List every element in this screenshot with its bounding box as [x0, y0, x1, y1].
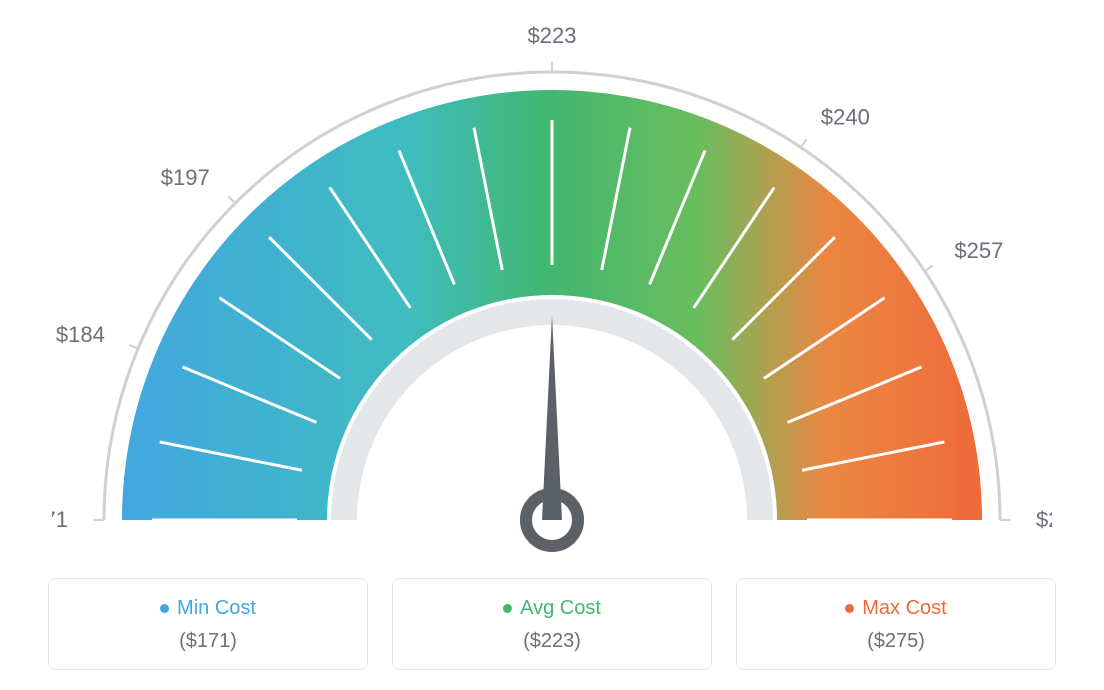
legend-value-avg: ($223): [393, 630, 711, 653]
legend-text-avg: Avg Cost: [520, 597, 601, 620]
legend-card-min: Min Cost ($171): [48, 578, 368, 670]
svg-text:$223: $223: [528, 23, 577, 48]
legend-row: Min Cost ($171) Avg Cost ($223) Max Cost…: [48, 578, 1056, 670]
svg-text:$257: $257: [954, 238, 1003, 263]
legend-dot-avg: [503, 604, 512, 613]
legend-dot-max: [845, 604, 854, 613]
svg-text:$275: $275: [1036, 507, 1052, 532]
legend-text-max: Max Cost: [862, 597, 946, 620]
legend-value-max: ($275): [737, 630, 1055, 653]
cost-gauge: $171 $184 $197 $223 $240 $257 $275: [52, 20, 1052, 560]
svg-text:$240: $240: [821, 105, 870, 130]
legend-label-min: Min Cost: [160, 597, 256, 620]
gauge-svg: $171 $184 $197 $223 $240 $257 $275: [52, 20, 1052, 560]
legend-card-max: Max Cost ($275): [736, 578, 1056, 670]
svg-text:$171: $171: [52, 507, 68, 532]
legend-value-min: ($171): [49, 630, 367, 653]
svg-text:$197: $197: [161, 165, 210, 190]
legend-card-avg: Avg Cost ($223): [392, 578, 712, 670]
svg-text:$184: $184: [56, 322, 105, 347]
legend-dot-min: [160, 604, 169, 613]
legend-label-avg: Avg Cost: [503, 597, 601, 620]
legend-label-max: Max Cost: [845, 597, 946, 620]
legend-text-min: Min Cost: [177, 597, 256, 620]
